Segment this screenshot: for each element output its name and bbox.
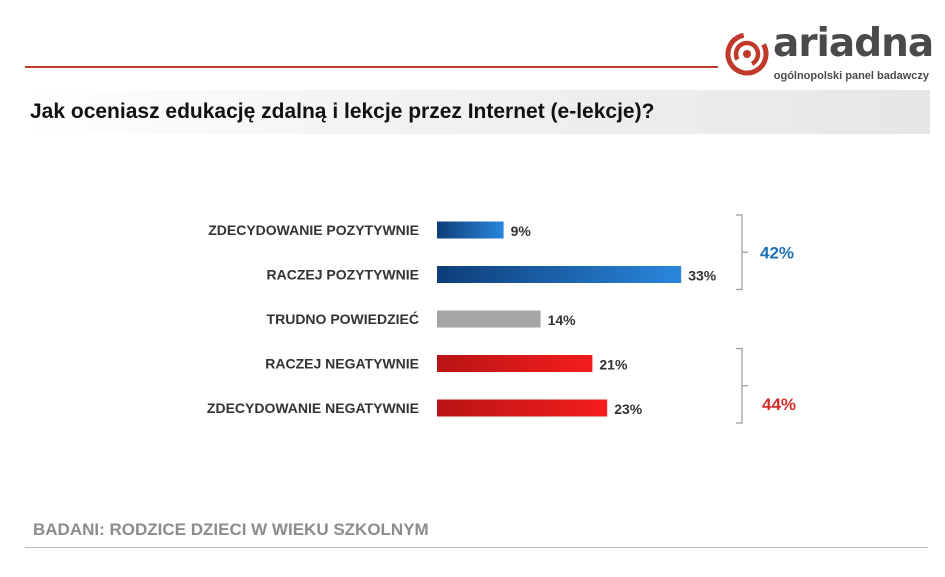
- brand-logo: ariadna ogólnopolski panel badawczy: [725, 24, 935, 88]
- group-total-label: 44%: [762, 395, 796, 414]
- value-label: 21%: [599, 357, 628, 373]
- category-label: ZDECYDOWANIE NEGATYWNIE: [207, 400, 419, 416]
- bar: [437, 266, 682, 283]
- bars-layer: ZDECYDOWANIE POZYTYWNIE 9% RACZEJ POZYTYWN…: [207, 221, 717, 417]
- category-label: RACZEJ NEGATYWNIE: [265, 356, 419, 372]
- value-label: 9%: [511, 223, 532, 239]
- bar: [437, 355, 593, 372]
- ariadna-logo-icon: [725, 32, 769, 76]
- value-label: 23%: [614, 401, 643, 417]
- bar: [437, 221, 504, 239]
- group-bracket: [736, 214, 743, 291]
- group-total-label: 42%: [760, 243, 794, 262]
- category-label: RACZEJ POZYTYWNIE: [267, 267, 419, 283]
- brand-name: ariadna: [773, 21, 934, 66]
- footer-rule: [25, 547, 928, 548]
- brand-tagline: ogólnopolski panel badawczy: [773, 70, 929, 82]
- header-rule: [25, 66, 718, 68]
- category-label: TRUDNO POWIEDZIEĆ: [267, 310, 419, 327]
- question-title: Jak oceniasz edukację zdalną i lekcje pr…: [30, 100, 655, 123]
- question-title-bar: Jak oceniasz edukację zdalną i lekcje pr…: [22, 90, 930, 134]
- sample-description: BADANI: RODZICE DZIECI W WIEKU SZKOLNYM: [33, 520, 429, 539]
- category-label: ZDECYDOWANIE POZYTYWNIE: [208, 222, 419, 238]
- value-label: 33%: [688, 268, 717, 284]
- bar: [437, 310, 541, 328]
- value-label: 14%: [548, 312, 577, 328]
- group-bracket: [736, 347, 743, 424]
- bar: [437, 399, 608, 417]
- group-brackets: 42% 44%: [736, 214, 796, 424]
